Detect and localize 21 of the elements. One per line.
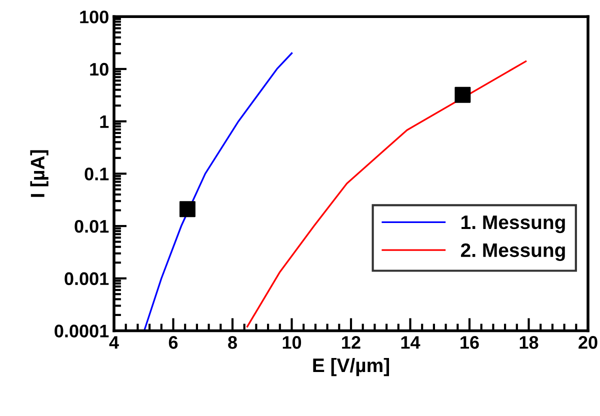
y-tick-label: 1 (100, 115, 109, 128)
x-tick-label: 18 (520, 336, 538, 349)
y-tick-label: 0.001 (64, 272, 109, 286)
x-tick-label: 12 (342, 336, 360, 349)
x-axis-title: E [V/µm] (313, 358, 389, 376)
x-tick-label: 4 (109, 336, 119, 349)
y-tick-label: 10 (90, 62, 108, 76)
legend-label: 1. Messung (462, 216, 565, 234)
line-series (143, 52, 293, 331)
legend-label: 2. Messung (460, 243, 565, 262)
y-tick-label: 0.01 (74, 220, 109, 233)
y-tick-label: 0.1 (84, 168, 109, 180)
x-tick-label: 10 (282, 336, 302, 349)
x-tick-label: 14 (401, 336, 420, 349)
x-tick-label: 16 (460, 336, 479, 349)
y-tick-label: 0.0001 (54, 324, 109, 338)
y-tick-label: 100 (80, 10, 108, 24)
x-tick-label: 20 (578, 336, 598, 349)
x-tick-label: 6 (168, 336, 178, 349)
y-axis-title: I [µA] (30, 150, 48, 197)
x-tick-label: 8 (228, 336, 237, 349)
